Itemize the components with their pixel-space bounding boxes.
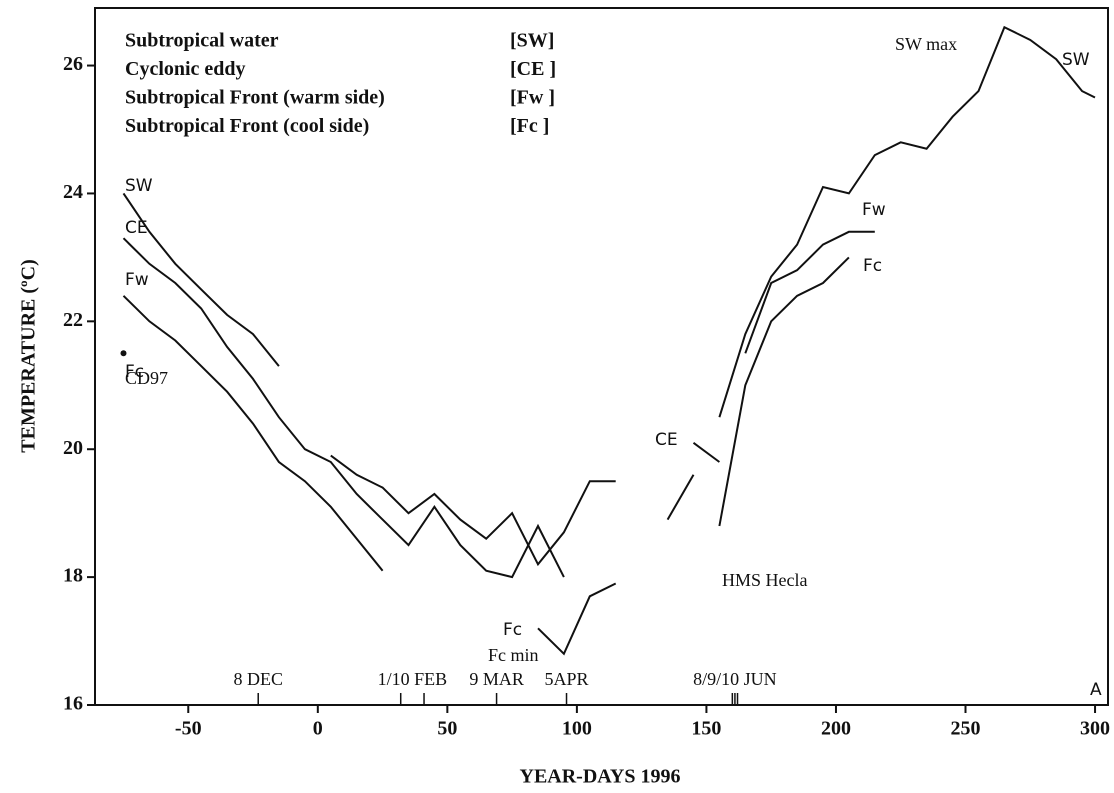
event-label: 8/9/10 JUN xyxy=(693,669,777,689)
series-label: Fw xyxy=(125,270,149,290)
series-label: CE xyxy=(125,218,148,238)
y-tick-label: 24 xyxy=(63,181,83,203)
x-tick-label: 150 xyxy=(691,718,721,740)
event-label: 8 DEC xyxy=(233,669,283,689)
series-line xyxy=(744,230,875,354)
legend-code: [CE ] xyxy=(510,58,556,80)
series-line xyxy=(537,582,617,656)
legend-text: Cyclonic eddy xyxy=(125,58,246,80)
plot-frame xyxy=(94,7,1109,706)
series-line xyxy=(718,256,850,527)
series-line xyxy=(122,295,384,572)
legend-text: Subtropical Front (cool side) xyxy=(125,115,369,137)
annotation: CE xyxy=(655,430,678,450)
series-line xyxy=(718,25,1096,418)
x-tick-label: 200 xyxy=(821,718,851,740)
legend-text: Subtropical Front (warm side) xyxy=(125,87,385,109)
event-label: 1/10 FEB xyxy=(378,669,448,689)
annotation: CD97 xyxy=(125,368,168,388)
legend-code: [SW] xyxy=(510,30,554,52)
x-tick-label: 50 xyxy=(437,718,457,740)
x-tick-label: 0 xyxy=(313,718,323,740)
series-line xyxy=(330,454,616,567)
series-line xyxy=(666,474,695,521)
y-tick-label: 20 xyxy=(63,437,83,459)
y-axis-label: TEMPERATURE (ºC) xyxy=(18,259,40,452)
annotation: Fc min xyxy=(488,645,539,665)
series-label: SW xyxy=(125,176,153,196)
event-label: 9 MAR xyxy=(469,669,524,689)
event-label: 5APR xyxy=(545,669,589,689)
x-tick-label: 300 xyxy=(1080,718,1110,740)
annotation: SW xyxy=(1062,50,1090,70)
series-point xyxy=(120,350,127,357)
annotation: SW max xyxy=(895,34,957,54)
x-tick-label: 250 xyxy=(951,718,981,740)
annotation: A xyxy=(1090,680,1102,700)
legend-text: Subtropical water xyxy=(125,30,279,52)
series-line xyxy=(692,441,720,463)
series-line xyxy=(122,192,280,367)
annotation: Fc xyxy=(863,256,882,276)
series-label: Fc xyxy=(125,362,144,382)
y-tick-label: 16 xyxy=(63,693,83,715)
legend-code: [Fc ] xyxy=(510,115,549,137)
annotation: HMS Hecla xyxy=(722,570,807,590)
series-line xyxy=(122,237,565,579)
y-tick-label: 26 xyxy=(63,53,83,75)
x-axis-label: YEAR-DAYS 1996 xyxy=(520,766,681,788)
annotation: Fw xyxy=(862,200,886,220)
y-tick-label: 18 xyxy=(63,565,83,587)
y-tick-label: 22 xyxy=(63,309,83,331)
x-tick-label: -50 xyxy=(175,718,202,740)
annotation: Fc xyxy=(503,620,522,640)
x-tick-label: 100 xyxy=(562,718,592,740)
legend-code: [Fw ] xyxy=(510,87,555,109)
